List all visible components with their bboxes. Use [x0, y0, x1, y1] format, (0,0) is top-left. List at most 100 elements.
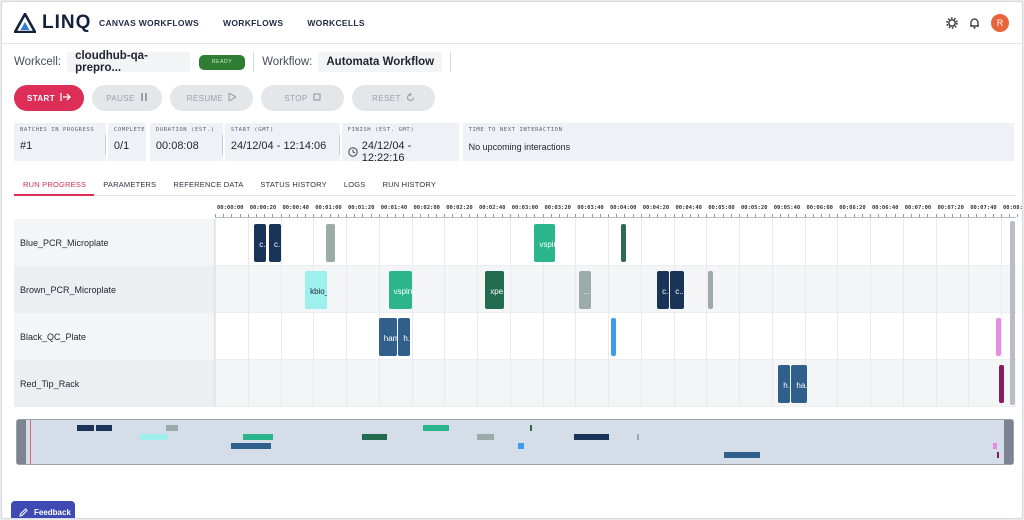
- task-block[interactable]: ha...: [791, 365, 807, 403]
- task-block[interactable]: kbio_s...: [305, 271, 327, 309]
- tab-status-history[interactable]: STATUS HISTORY: [260, 180, 327, 189]
- grid-line: [673, 219, 675, 266]
- workflow-selector[interactable]: Automata Workflow: [318, 52, 443, 72]
- task-block[interactable]: h...: [398, 318, 411, 356]
- task-block[interactable]: h...: [778, 365, 791, 403]
- tab-run-progress[interactable]: RUN PROGRESS: [14, 174, 95, 196]
- task-block[interactable]: vspin...: [534, 224, 555, 262]
- task-block[interactable]: [996, 318, 1002, 356]
- timeline-minimap[interactable]: [16, 419, 1014, 465]
- tick-mark: [444, 214, 446, 217]
- start-button[interactable]: START: [14, 85, 84, 111]
- grid-line: [608, 266, 609, 313]
- task-block[interactable]: vspin_...: [388, 271, 413, 309]
- task-block[interactable]: xpe...: [485, 271, 504, 309]
- task-block[interactable]: c...: [657, 271, 670, 309]
- pause-button[interactable]: PAUSE: [92, 85, 162, 111]
- pause-label: PAUSE: [106, 93, 135, 103]
- feedback-button[interactable]: Feedback: [11, 501, 75, 518]
- minimap-task: [590, 434, 609, 440]
- nav-workflows[interactable]: WORKFLOWS: [223, 18, 284, 28]
- tick-mark: [960, 214, 962, 217]
- grid-line: [575, 360, 577, 407]
- nav-workcells[interactable]: WORKCELLS: [307, 18, 365, 28]
- grid-line: [313, 219, 315, 266]
- task-block[interactable]: [611, 318, 617, 356]
- workcell-selector[interactable]: cloudhub-qa-prepro...: [67, 50, 191, 74]
- grid-line: [280, 360, 282, 407]
- tick-mark: [305, 214, 307, 217]
- tick-mark: [951, 214, 953, 217]
- header-actions: R: [937, 14, 1009, 32]
- tick-mark: [493, 214, 495, 217]
- workcell-row: Workcell: cloudhub-qa-prepro... READY Wo…: [14, 50, 452, 74]
- gantt-row: Blue_PCR_Microplate c...c... vspin...: [14, 219, 1016, 266]
- grid-line: [542, 360, 544, 407]
- tick-mark: [722, 214, 724, 217]
- reset-button[interactable]: RESET: [352, 85, 435, 111]
- grid-line: [837, 266, 839, 313]
- task-block[interactable]: [621, 224, 627, 262]
- grid-line: [739, 219, 740, 266]
- grid-line: [935, 313, 937, 360]
- minimap-right-handle[interactable]: [1004, 420, 1013, 464]
- task-block[interactable]: c...: [269, 224, 282, 262]
- stat-label: BATCHES IN PROGRESS: [20, 127, 95, 133]
- task-block[interactable]: [707, 271, 713, 309]
- tick-mark: [706, 214, 708, 217]
- tick-mark: [485, 214, 487, 217]
- minimap-task: [166, 425, 179, 431]
- task-block[interactable]: hami...: [378, 318, 398, 356]
- grid-line: [346, 360, 347, 407]
- tick-mark: [313, 214, 315, 217]
- vertical-scrollbar[interactable]: [1010, 221, 1015, 405]
- gear-icon[interactable]: [945, 16, 959, 30]
- grid-line: [247, 219, 249, 266]
- logo[interactable]: LINQ: [14, 12, 91, 34]
- minimap-left-handle[interactable]: [17, 420, 26, 464]
- stat-finish: FINISH (EST. GMT) 24/12/04 - 12:22:16: [341, 123, 459, 164]
- minimap-task: [422, 425, 450, 431]
- task-block[interactable]: c...: [254, 224, 267, 262]
- tab-reference-data[interactable]: REFERENCE DATA: [173, 180, 244, 189]
- tick-mark: [739, 214, 740, 217]
- tick-label: 00:03:40: [577, 205, 604, 211]
- bell-icon[interactable]: [967, 16, 981, 30]
- grid-line: [444, 313, 446, 360]
- tick-mark: [648, 214, 650, 217]
- tick-mark: [632, 214, 634, 217]
- avatar[interactable]: R: [991, 14, 1009, 32]
- stop-button[interactable]: STOP: [261, 85, 344, 111]
- grid-line: [968, 219, 970, 266]
- tick-label: 00:07:40: [970, 205, 997, 211]
- tick-label: 00:05:20: [741, 205, 768, 211]
- tick-label: 00:01:20: [348, 205, 375, 211]
- tick-mark: [820, 214, 822, 217]
- stat-start: START (GMT) 24/12/04 - 12:14:06: [224, 123, 340, 161]
- grid-line: [313, 313, 315, 360]
- tick-mark: [378, 214, 380, 217]
- grid-line: [215, 266, 216, 313]
- minimap-task: [95, 425, 112, 431]
- grid-line: [509, 266, 511, 313]
- stat-batches: BATCHES IN PROGRESS #1: [14, 123, 106, 161]
- grid-line: [378, 266, 380, 313]
- grid-line: [902, 313, 904, 360]
- resume-label: RESUME: [186, 93, 224, 103]
- nav-canvas-workflows[interactable]: CANVAS WORKFLOWS: [99, 18, 200, 28]
- stat-label: START (GMT): [230, 127, 274, 133]
- resume-button[interactable]: RESUME: [170, 85, 253, 111]
- tab-logs[interactable]: LOGS: [343, 180, 366, 189]
- tick-mark: [567, 214, 569, 217]
- task-block[interactable]: c...: [670, 271, 684, 309]
- task-block[interactable]: ...: [578, 271, 591, 309]
- tab-run-history[interactable]: RUN HISTORY: [382, 180, 437, 189]
- arrow-right-bar-icon: [60, 93, 71, 103]
- task-block[interactable]: [326, 224, 336, 262]
- tab-parameters[interactable]: PARAMETERS: [103, 180, 157, 189]
- tick-label: 00:01:00: [315, 205, 342, 211]
- tick-mark: [853, 214, 855, 217]
- tick-mark: [231, 214, 233, 217]
- tick-mark: [346, 214, 347, 217]
- task-block[interactable]: [999, 365, 1005, 403]
